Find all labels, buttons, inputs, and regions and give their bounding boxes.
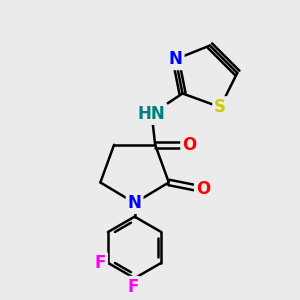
Text: S: S xyxy=(214,98,226,116)
Text: F: F xyxy=(127,278,139,296)
Text: HN: HN xyxy=(138,105,166,123)
Text: N: N xyxy=(128,194,142,212)
Text: N: N xyxy=(169,50,183,68)
Text: F: F xyxy=(95,254,106,272)
Text: O: O xyxy=(196,180,210,198)
Text: O: O xyxy=(182,136,196,154)
